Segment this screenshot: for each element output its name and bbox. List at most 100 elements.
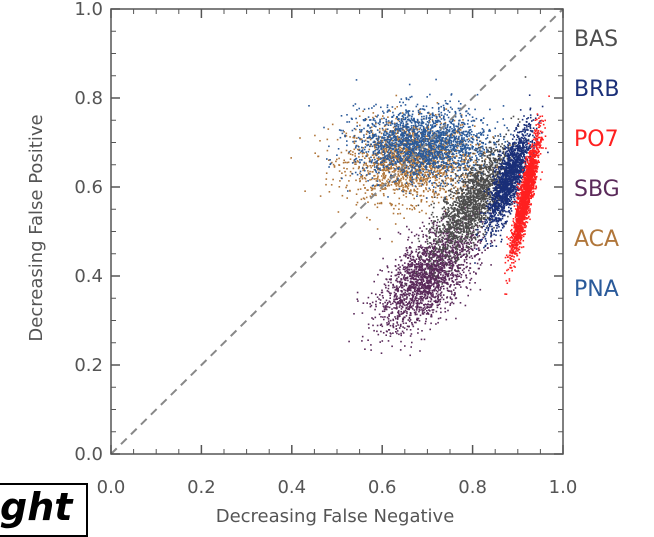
- scatter-point: [479, 242, 482, 244]
- scatter-point: [409, 297, 412, 300]
- scatter-point: [342, 129, 344, 132]
- scatter-point: [391, 240, 393, 243]
- scatter-point: [402, 164, 404, 166]
- scatter-point: [399, 124, 402, 127]
- scatter-point: [401, 124, 404, 127]
- scatter-point: [362, 169, 364, 172]
- scatter-point: [461, 163, 463, 165]
- scatter-point: [426, 183, 428, 185]
- scatter-point: [468, 135, 471, 137]
- scatter-point: [432, 113, 434, 116]
- scatter-point: [409, 305, 411, 307]
- scatter-point: [441, 161, 443, 163]
- scatter-point: [421, 330, 423, 332]
- scatter-point: [463, 139, 466, 141]
- scatter-point: [366, 130, 369, 132]
- scatter-point: [421, 131, 424, 134]
- scatter-point: [432, 268, 434, 271]
- scatter-point: [499, 135, 502, 137]
- scatter-point: [347, 161, 350, 164]
- scatter-point: [385, 155, 387, 157]
- scatter-point: [399, 212, 402, 215]
- scatter-point: [355, 204, 358, 206]
- scatter-point: [411, 130, 414, 133]
- scatter-point: [364, 146, 367, 148]
- scatter-point: [376, 202, 379, 205]
- scatter-point: [422, 130, 425, 132]
- scatter-point: [462, 125, 465, 128]
- scatter-point: [414, 286, 416, 289]
- scatter-point: [411, 167, 414, 169]
- scatter-point: [383, 283, 386, 285]
- scatter-point: [412, 159, 414, 161]
- scatter-point: [442, 117, 445, 120]
- scatter-point: [413, 271, 415, 274]
- scatter-point: [431, 196, 433, 198]
- scatter-point: [404, 153, 406, 156]
- scatter-point: [366, 164, 369, 167]
- scatter-point: [437, 299, 440, 301]
- scatter-point: [471, 130, 473, 133]
- scatter-point: [425, 178, 427, 180]
- scatter-point: [471, 238, 473, 240]
- scatter-point: [432, 172, 434, 174]
- scatter-point: [409, 139, 411, 142]
- scatter-point: [418, 272, 420, 274]
- scatter-point: [403, 170, 406, 172]
- scatter-point: [403, 159, 405, 162]
- scatter-point: [444, 147, 447, 149]
- scatter-point: [339, 136, 342, 139]
- scatter-point: [444, 179, 447, 182]
- scatter-point: [389, 139, 392, 142]
- scatter-point: [484, 249, 486, 251]
- scatter-point: [409, 128, 412, 131]
- scatter-point: [376, 162, 378, 165]
- scatter-point: [400, 313, 403, 315]
- scatter-point: [444, 250, 447, 252]
- scatter-point: [426, 153, 428, 155]
- scatter-point: [380, 157, 383, 160]
- scatter-point: [465, 250, 468, 253]
- scatter-point: [366, 216, 368, 219]
- scatter-point: [409, 329, 412, 331]
- scatter-point: [429, 159, 432, 162]
- scatter-point: [430, 274, 433, 276]
- scatter-point: [424, 158, 426, 160]
- scatter-point: [444, 238, 446, 240]
- scatter-point: [420, 266, 423, 269]
- scatter-point: [467, 112, 469, 115]
- scatter-point: [427, 252, 429, 255]
- scatter-point: [425, 171, 427, 173]
- scatter-point: [299, 137, 301, 139]
- scatter-point: [413, 208, 416, 210]
- scatter-point: [464, 165, 466, 167]
- scatter-point: [433, 156, 436, 159]
- scatter-point: [341, 172, 343, 174]
- scatter-point: [401, 141, 403, 144]
- scatter-point: [405, 277, 407, 279]
- scatter-point: [432, 182, 435, 184]
- scatter-point: [385, 307, 387, 309]
- scatter-point: [407, 172, 409, 174]
- scatter-points: [290, 76, 550, 357]
- scatter-point: [459, 251, 461, 254]
- scatter-point: [407, 111, 409, 113]
- scatter-point: [407, 319, 410, 321]
- scatter-point: [437, 160, 439, 163]
- scatter-point: [426, 96, 428, 98]
- scatter-point: [471, 156, 473, 158]
- scatter-point: [365, 118, 368, 121]
- scatter-point: [476, 148, 479, 150]
- scatter-point: [449, 106, 452, 109]
- scatter-point: [397, 132, 399, 134]
- scatter-point: [441, 175, 443, 177]
- scatter-point: [410, 247, 412, 249]
- scatter-point: [480, 146, 482, 148]
- scatter-point: [402, 142, 404, 145]
- scatter-point: [383, 158, 386, 160]
- scatter-point: [461, 239, 464, 242]
- scatter-point: [385, 167, 388, 169]
- scatter-point: [408, 292, 410, 295]
- scatter-point: [475, 162, 477, 164]
- scatter-point: [473, 164, 476, 167]
